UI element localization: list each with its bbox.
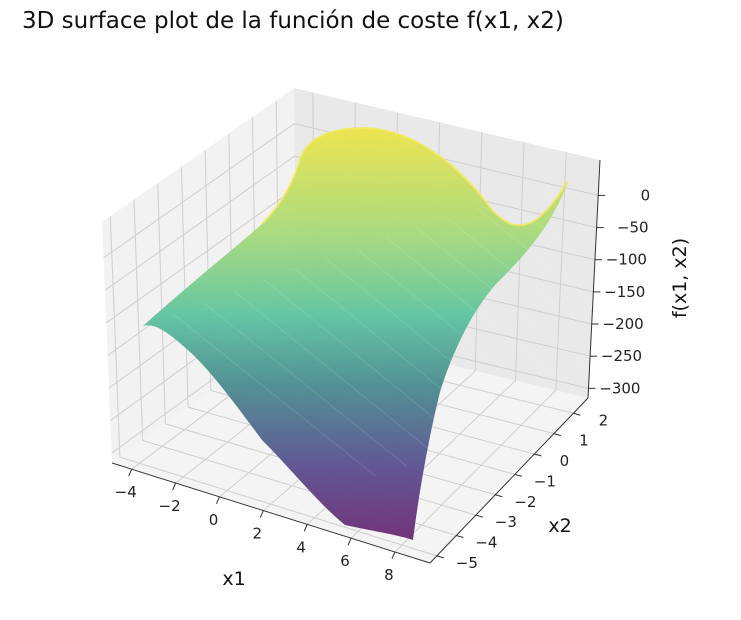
x2-tick <box>553 433 562 437</box>
x1-tick <box>303 524 308 532</box>
x1-tick-label: 2 <box>253 525 263 543</box>
gridline-z <box>104 155 597 291</box>
x1-tick-label: −2 <box>159 497 181 515</box>
x1-tick-label: 8 <box>384 566 394 584</box>
surface-wire <box>476 207 680 373</box>
x1-axis-line <box>111 462 431 564</box>
x2-tick-label: −4 <box>475 534 497 552</box>
x2-tick <box>495 494 503 498</box>
x1-tick <box>391 551 396 560</box>
pane-left <box>102 88 296 463</box>
x2-tick-label: 0 <box>560 452 570 470</box>
surface-wire <box>233 290 437 456</box>
z-axis-label: f(x1, x2) <box>669 238 691 318</box>
x2-tick-label: −3 <box>495 513 517 531</box>
x1-tick <box>172 482 177 491</box>
x1-tick <box>347 537 352 546</box>
y-axis-label: x2 <box>548 515 571 537</box>
surface-wire <box>203 302 407 467</box>
z-tick-label: −300 <box>599 379 640 397</box>
x1-tick-label: 6 <box>340 552 350 570</box>
x1-tick <box>216 496 220 504</box>
z-tick-label: 0 <box>641 186 651 204</box>
x2-tick <box>475 514 483 518</box>
gridline-z <box>103 123 599 259</box>
z-tick-label: −100 <box>606 251 647 269</box>
x2-tick-label: −5 <box>456 554 478 572</box>
surface-wire <box>537 189 741 353</box>
x2-tick-label: −2 <box>514 493 536 511</box>
surface-wire <box>294 268 498 436</box>
surface-wire <box>355 247 559 415</box>
z-tick-label: −200 <box>603 315 644 333</box>
z-axis-line <box>587 159 601 399</box>
gridline-x1 <box>394 152 567 553</box>
x2-tick <box>573 412 581 416</box>
surface-wire <box>446 217 650 384</box>
surface-wire <box>385 236 589 405</box>
x1-tick <box>128 469 133 477</box>
x-axis-label: x1 <box>222 568 245 590</box>
x2-tick-label: 2 <box>599 411 609 429</box>
cost-surface <box>143 126 741 540</box>
axis-lines <box>111 159 606 564</box>
surface-wire <box>415 226 620 394</box>
x2-tick <box>514 473 522 477</box>
x2-tick-label: 1 <box>579 432 589 450</box>
surface-wire <box>173 313 377 477</box>
x2-tick-label: −1 <box>534 472 556 490</box>
x1-tick-label: 4 <box>296 538 306 556</box>
surface-fill <box>143 128 568 540</box>
gridline-x2 <box>109 216 437 557</box>
chart-title: 3D surface plot de la función de coste f… <box>22 8 564 34</box>
surface-ridge <box>261 126 569 227</box>
x1-tick-label: −4 <box>115 483 137 501</box>
x1-tick <box>259 510 264 518</box>
surface-wire <box>264 279 468 446</box>
z-tick-label: −150 <box>604 283 645 301</box>
x1-tick-label: 0 <box>209 511 219 529</box>
surface-wire <box>506 198 711 363</box>
x2-tick <box>436 555 444 559</box>
tick-labels: −4−202468−5−4−3−2−1012−300−250−200−150−1… <box>115 186 651 584</box>
surface-wire <box>324 257 528 425</box>
z-tick-label: −50 <box>617 219 649 237</box>
x2-tick <box>456 535 464 538</box>
z-tick-label: −250 <box>601 347 642 365</box>
x2-tick <box>534 453 542 457</box>
